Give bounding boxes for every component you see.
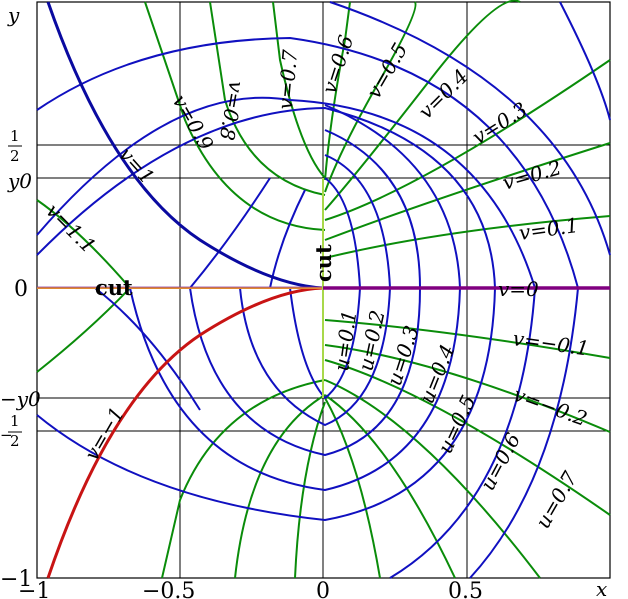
label-u07: u=0.7 bbox=[531, 467, 583, 532]
x-tick-minus1: −1 bbox=[18, 579, 50, 599]
label-v07: v=0.7 bbox=[273, 48, 302, 110]
v-equals-minus-1-curve bbox=[46, 286, 324, 579]
cut-label-vertical: cut bbox=[311, 244, 336, 282]
y-tick-half-num: 1 bbox=[10, 127, 20, 145]
label-vm02: v=−0.2 bbox=[510, 382, 590, 431]
x-tick-labels: −1 −0.5 0 0.5 x bbox=[18, 577, 607, 599]
label-v04: v=0.4 bbox=[414, 64, 473, 123]
y-axis-label: y bbox=[7, 3, 20, 27]
cut-label-horizontal: cut bbox=[95, 275, 133, 300]
u-curves bbox=[36, 1, 611, 579]
label-v08: v=0.8 bbox=[215, 79, 249, 142]
v-curves-lower bbox=[36, 287, 611, 579]
label-vm1: v=−1 bbox=[80, 403, 130, 465]
x-tick-05: 0.5 bbox=[448, 579, 483, 599]
x-tick-minus05: −0.5 bbox=[142, 579, 195, 599]
y-tick-labels: y 1 2 y0 0 −y0 − 1 2 −1 bbox=[0, 3, 41, 592]
y-tick-minus-sign: − bbox=[0, 426, 13, 444]
label-v0: v=0 bbox=[498, 277, 539, 301]
x-tick-0: 0 bbox=[316, 579, 330, 599]
label-u05: u=0.5 bbox=[433, 391, 481, 457]
y-tick-y0: y0 bbox=[7, 169, 32, 193]
label-v02: v=0.2 bbox=[500, 155, 564, 195]
label-v03: v=0.3 bbox=[468, 97, 531, 149]
label-u06: u=0.6 bbox=[475, 429, 525, 495]
label-v01: v=0.1 bbox=[517, 213, 580, 245]
label-v11: v=1.1 bbox=[41, 199, 100, 258]
y-tick-0: 0 bbox=[14, 277, 28, 302]
x-axis-label: x bbox=[596, 577, 607, 599]
y-tick-minus-half-num: 1 bbox=[10, 412, 20, 430]
label-vm01: v=−0.1 bbox=[511, 326, 590, 360]
y-tick-minus-y0: −y0 bbox=[0, 387, 41, 411]
y-tick-half-den: 2 bbox=[10, 147, 20, 165]
y-tick-minus-half-den: 2 bbox=[10, 432, 20, 450]
v-equals-1-curve bbox=[46, 1, 324, 290]
y-tick-minus1: −1 bbox=[0, 567, 32, 592]
